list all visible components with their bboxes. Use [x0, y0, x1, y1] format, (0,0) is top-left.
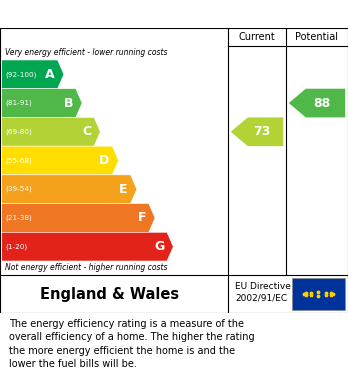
Text: Not energy efficient - higher running costs: Not energy efficient - higher running co…	[5, 263, 168, 272]
Text: A: A	[45, 68, 55, 81]
Polygon shape	[231, 117, 283, 146]
Text: England & Wales: England & Wales	[40, 287, 179, 301]
Polygon shape	[2, 175, 137, 204]
Text: Current: Current	[239, 32, 275, 42]
Text: (1-20): (1-20)	[5, 243, 27, 250]
Text: (81-91): (81-91)	[5, 100, 32, 106]
Polygon shape	[2, 204, 155, 232]
Text: B: B	[64, 97, 73, 109]
Text: Energy Efficiency Rating: Energy Efficiency Rating	[9, 7, 219, 22]
Text: (39-54): (39-54)	[5, 186, 32, 192]
Polygon shape	[2, 60, 64, 89]
Text: (55-68): (55-68)	[5, 157, 32, 164]
FancyBboxPatch shape	[292, 278, 345, 310]
Polygon shape	[289, 89, 345, 117]
Text: D: D	[99, 154, 110, 167]
Text: E: E	[119, 183, 128, 196]
Text: C: C	[82, 125, 91, 138]
Text: G: G	[154, 240, 164, 253]
Text: (69-80): (69-80)	[5, 129, 32, 135]
Polygon shape	[2, 232, 173, 261]
Text: (92-100): (92-100)	[5, 71, 37, 77]
Text: Very energy efficient - lower running costs: Very energy efficient - lower running co…	[5, 48, 168, 57]
Text: EU Directive
2002/91/EC: EU Directive 2002/91/EC	[235, 282, 291, 302]
Text: (21-38): (21-38)	[5, 215, 32, 221]
Text: The energy efficiency rating is a measure of the
overall efficiency of a home. T: The energy efficiency rating is a measur…	[9, 319, 254, 369]
Text: 88: 88	[314, 97, 331, 109]
Text: 73: 73	[253, 125, 271, 138]
Text: Potential: Potential	[295, 32, 339, 42]
Polygon shape	[2, 146, 119, 175]
Polygon shape	[2, 117, 100, 146]
Polygon shape	[2, 89, 82, 117]
Text: F: F	[137, 212, 146, 224]
